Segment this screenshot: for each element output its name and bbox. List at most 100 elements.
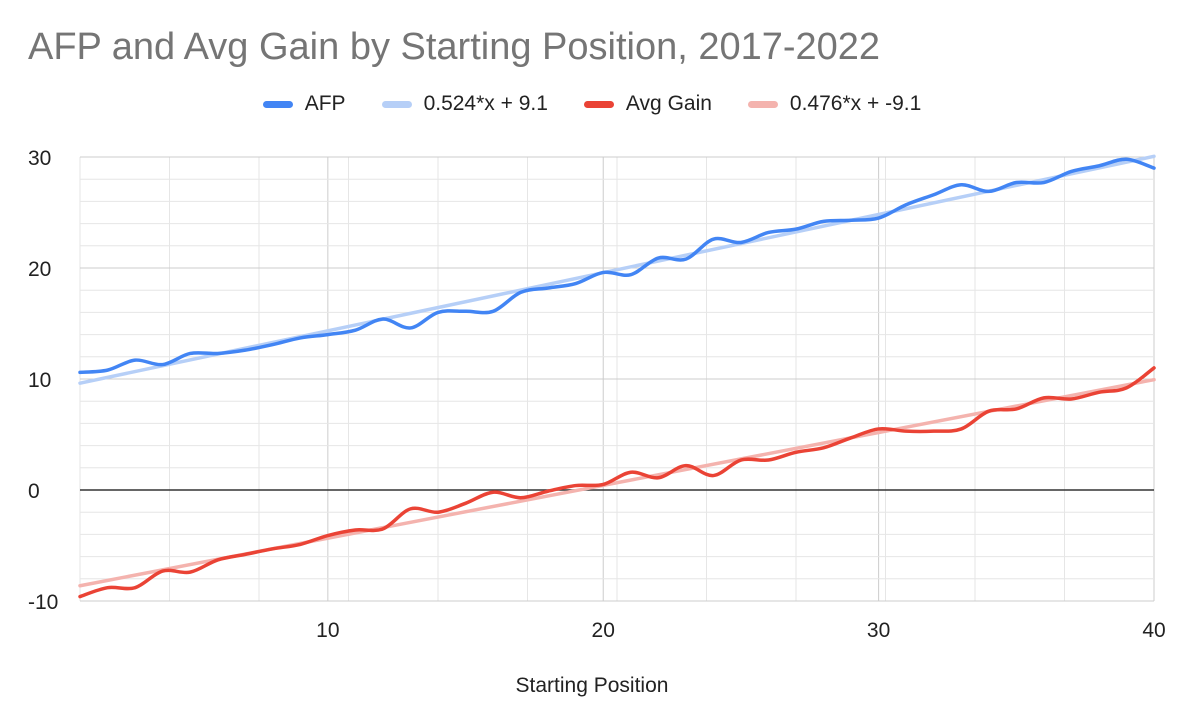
data-point-afp [1152,166,1157,171]
tick-labels: 30 20 10 0 -10 10 20 30 40 [28,147,1166,642]
data-point-afp [270,342,275,347]
data-point-afp [1041,180,1046,185]
data-point-avg-gain [711,473,716,478]
data-point-afp [683,257,688,262]
x-tick-label: 10 [316,619,339,642]
data-point-avg-gain [298,542,303,547]
data-point-avg-gain [380,526,385,531]
data-point-avg-gain [1096,390,1101,395]
data-point-avg-gain [188,570,193,575]
data-point-avg-gain [353,527,358,532]
series-layer [78,154,1157,599]
chart-title: AFP and Avg Gain by Starting Position, 2… [28,26,881,68]
legend-label-afp-trend: 0.524*x + 9.1 [423,92,548,115]
data-point-avg-gain [546,489,551,494]
data-point-afp [1096,163,1101,168]
y-tick-label: 30 [28,147,51,170]
data-point-avg-gain [656,475,661,480]
y-tick-label: 20 [28,258,51,281]
data-point-avg-gain [821,445,826,450]
data-point-afp [766,230,771,235]
data-point-afp [1124,157,1129,162]
data-point-avg-gain [408,506,413,511]
data-point-avg-gain [518,495,523,500]
data-point-afp [546,285,551,290]
data-point-afp [298,335,303,340]
series-line-afp [78,157,1156,375]
data-point-afp [133,358,138,363]
data-point-avg-gain [876,426,881,431]
legend-label-avg-gain: Avg Gain [625,92,712,115]
data-point-afp [518,290,523,295]
data-point-avg-gain [904,429,909,434]
grid [79,156,1155,602]
data-point-afp [188,351,193,356]
data-point-avg-gain [601,482,606,487]
data-point-avg-gain [491,490,496,495]
legend-item-afp-trend[interactable]: 0.524*x + 9.1 [381,92,548,116]
trendline-0-524-x-9-1 [78,154,1156,385]
legend-item-avg-gain-trend[interactable]: 0.476*x + -9.1 [747,92,922,116]
data-point-avg-gain [463,501,468,506]
data-point-avg-gain [1041,395,1046,400]
data-point-avg-gain [573,483,578,488]
data-point-avg-gain [1069,396,1074,401]
legend-swatch-avg-gain-trend [747,100,778,108]
data-point-avg-gain [325,533,330,538]
data-point-avg-gain [986,409,991,414]
x-tick-label: 40 [1142,619,1165,642]
data-point-avg-gain [628,470,633,475]
data-point-afp [738,240,743,245]
data-point-afp [959,182,964,187]
data-point-afp [325,332,330,337]
data-point-avg-gain [243,552,248,557]
series-line-avg-gain [78,366,1156,599]
data-point-avg-gain [849,435,854,440]
data-point-afp [78,370,83,375]
data-point-avg-gain [959,426,964,431]
data-point-avg-gain [1124,385,1129,390]
data-point-avg-gain [931,429,936,434]
data-point-avg-gain [794,450,799,455]
legend-item-afp[interactable]: AFP [262,92,346,116]
data-point-afp [353,328,358,333]
x-tick-label: 20 [592,619,615,642]
data-point-avg-gain [215,557,220,562]
data-point-afp [986,189,991,194]
data-point-avg-gain [1152,365,1157,370]
data-point-afp [105,368,110,373]
legend-label-avg-gain-trend: 0.476*x + -9.1 [789,92,922,115]
data-point-afp [243,348,248,353]
data-point-afp [380,317,385,322]
data-point-afp [1069,169,1074,174]
data-point-afp [408,325,413,330]
y-tick-label: 10 [28,369,51,392]
data-point-afp [849,218,854,223]
data-point-afp [601,270,606,275]
legend: AFP 0.524*x + 9.1 Avg Gain 0.476*x + -9.… [0,92,1184,116]
data-point-afp [573,281,578,286]
data-point-afp [794,227,799,232]
legend-item-avg-gain[interactable]: Avg Gain [583,92,712,116]
legend-swatch-afp-trend [381,100,412,108]
data-point-avg-gain [160,569,165,574]
data-point-avg-gain [78,594,83,599]
x-tick-label: 30 [867,619,890,642]
x-axis-title: Starting Position [515,674,669,697]
data-point-avg-gain [436,510,441,515]
data-point-avg-gain [133,585,138,590]
data-point-afp [656,256,661,261]
data-point-avg-gain [738,458,743,463]
data-point-avg-gain [270,546,275,551]
data-point-afp [491,309,496,314]
data-point-afp [160,362,165,367]
data-point-afp [876,216,881,221]
legend-swatch-avg-gain [583,100,614,108]
legend-swatch-afp [262,100,293,108]
y-tick-label: 0 [28,480,40,503]
data-point-avg-gain [683,463,688,468]
data-point-afp [904,202,909,207]
data-point-avg-gain [1014,406,1019,411]
data-point-afp [436,310,441,315]
